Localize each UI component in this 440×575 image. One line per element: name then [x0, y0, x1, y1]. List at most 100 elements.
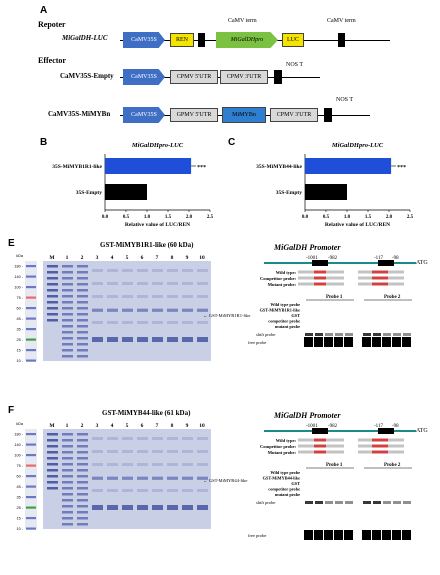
gel-e-band-10-2 — [197, 295, 208, 298]
chart-b-tick-label-5: 2.5 — [207, 215, 214, 220]
gel-e-band-9-4 — [182, 321, 193, 324]
gel-e-band-2-8 — [77, 313, 88, 316]
gel-e-band-2-13 — [77, 343, 88, 346]
gel-e-band-1-7 — [62, 307, 73, 310]
gel-e-band-1-2 — [62, 277, 73, 280]
emsa-e-seq-2-core-1 — [372, 276, 388, 280]
gel-e-band-1-1 — [62, 271, 73, 274]
gel-e-band-2-0 — [77, 265, 88, 268]
gel-f-lane-label-7: 7 — [156, 423, 159, 429]
gel-e-low-band-8 — [167, 337, 178, 342]
emsa-f-atg: ATG — [416, 428, 428, 434]
emsa-f-row-label-1: GST-MiMYB44-like — [263, 476, 300, 481]
gel-f-lane-label-9: 9 — [186, 423, 189, 429]
emsa-f-seq-label-2: Mutant probe: — [268, 450, 297, 455]
gel-e-band-2-7 — [77, 307, 88, 310]
gel-f-band-9-4 — [182, 489, 193, 492]
gel-f-band-2-9 — [77, 487, 88, 490]
gel-e-title: GST-MiMYB1R1-like (60 kDa) — [100, 241, 194, 249]
gel-e-arrow-label: ← GST-MiMYB1R1-like — [203, 313, 251, 318]
emsa-e-pos1: -1001 — [306, 256, 318, 261]
gel-e-target-band-7 — [152, 309, 163, 312]
gel-f-lane-label-1: 1 — [66, 423, 69, 429]
gel-f-band-1-7 — [62, 475, 73, 478]
gel-e-band-5-4 — [122, 321, 133, 324]
gel-f-target-band-4 — [107, 477, 118, 480]
gel-f-band-8-0 — [167, 437, 178, 440]
reporter-heading: Repoter — [38, 20, 66, 29]
gel-e-band-9-0 — [182, 269, 193, 272]
emsa-f-pos1: -1001 — [306, 424, 318, 429]
gel-e-band-1-12 — [62, 337, 73, 340]
gel-f-band-0-7 — [47, 475, 58, 478]
gel-e-band-2-10 — [77, 325, 88, 328]
emsa-e-row-label-1: GST-MiMYB1R1-like — [260, 308, 301, 313]
gel-f-band-9-0 — [182, 437, 193, 440]
gel-e-target-band-3 — [92, 309, 103, 312]
panel-b-letter: B — [40, 137, 48, 148]
gel-f-lane-label-6: 6 — [141, 423, 144, 429]
emsa-e-row-label-4: mutant probe — [275, 324, 300, 329]
emsa-e-free-band-5 — [362, 337, 371, 347]
migaldhpro-text: MiGalDHpro — [230, 37, 264, 43]
gel-f-lane-label-2: 2 — [81, 423, 84, 429]
emsa-f-pos3: -117 — [374, 424, 383, 429]
gel-f-ladder-label-4: 75 - — [16, 464, 23, 468]
gel-f-target-band-5 — [122, 477, 133, 480]
gel-f-ladder-band-9 — [26, 517, 36, 520]
gel-e-band-0-9 — [47, 319, 58, 322]
emsa-e-seq-label-0: Wild type: — [276, 270, 297, 275]
gel-e-target-band-10 — [197, 309, 208, 312]
camv-term-block-1 — [198, 33, 205, 47]
gel-f-band-2-15 — [77, 523, 88, 526]
gel-f-ladder-band-3 — [26, 454, 36, 457]
chart-b-bar-1 — [105, 184, 147, 200]
effector-heading: Effector — [38, 56, 66, 65]
gel-e-ladder-band-3 — [26, 286, 36, 289]
emsa-e-probe2-label: Probe 2 — [384, 295, 401, 300]
gel-e-band-8-1 — [167, 282, 178, 285]
emsa-f-seq-2-core-1 — [372, 444, 388, 448]
gel-f-band-0-1 — [47, 439, 58, 442]
gel-f-band-0-0 — [47, 433, 58, 436]
gel-f-band-2-13 — [77, 511, 88, 514]
gel-f-ladder-band-10 — [26, 527, 36, 530]
gel-f-ladder-label-7: 35 - — [16, 496, 23, 500]
gel-f-band-2-6 — [77, 469, 88, 472]
gel-f-band-3-4 — [92, 489, 103, 492]
gel-e-low-band-3 — [92, 337, 103, 342]
gel-f-band-4-4 — [107, 489, 118, 492]
gel-f-band-10-1 — [197, 450, 208, 453]
chart-b-xlabel: Relative value of LUC/REN — [125, 222, 190, 228]
gel-e-target-band-6 — [137, 309, 148, 312]
bar-chart-c: MiGalDHpro-LUC 35S-MiMYB44-like *** 35S-Emp… — [256, 142, 413, 228]
emsa-f-free-band-4 — [344, 530, 353, 540]
gel-f-band-4-2 — [107, 463, 118, 466]
gel-e-band-3-4 — [92, 321, 103, 324]
gel-f-band-4-1 — [107, 450, 118, 453]
gel-f-band-10-0 — [197, 437, 208, 440]
gel-e-lane-label-4: 4 — [111, 255, 114, 261]
gel-f-lane-label-4: 4 — [111, 423, 114, 429]
gel-f-band-2-10 — [77, 493, 88, 496]
chart-c-tick-label-1: 0.5 — [323, 215, 330, 220]
cpmv3-box-myb: CPMV 3'UTR — [270, 108, 318, 122]
gel-e-band-0-2 — [47, 277, 58, 280]
gel-e-target-band-4 — [107, 309, 118, 312]
chart-c-title: MiGalDHpro-LUC — [331, 142, 384, 149]
emsa-f-probe2-label: Probe 2 — [384, 463, 401, 468]
gel-e-band-7-4 — [152, 321, 163, 324]
gel-f-low-band-4 — [107, 505, 118, 510]
emsa-e-site-1 — [312, 260, 328, 266]
gel-e-low-band-5 — [122, 337, 133, 342]
luc-box: LUC — [282, 33, 304, 47]
emsa-f-site-2 — [378, 428, 394, 434]
gel-f-band-2-5 — [77, 463, 88, 466]
gel-f-low-band-6 — [137, 505, 148, 510]
emsa-e-atg: ATG — [416, 260, 428, 266]
gel-e-ladder-band-9 — [26, 349, 36, 352]
chart-c-tick-label-4: 2.0 — [386, 215, 393, 220]
gel-f-band-8-1 — [167, 450, 178, 453]
emsa-f-site-1 — [312, 428, 328, 434]
gel-f-band-2-12 — [77, 505, 88, 508]
